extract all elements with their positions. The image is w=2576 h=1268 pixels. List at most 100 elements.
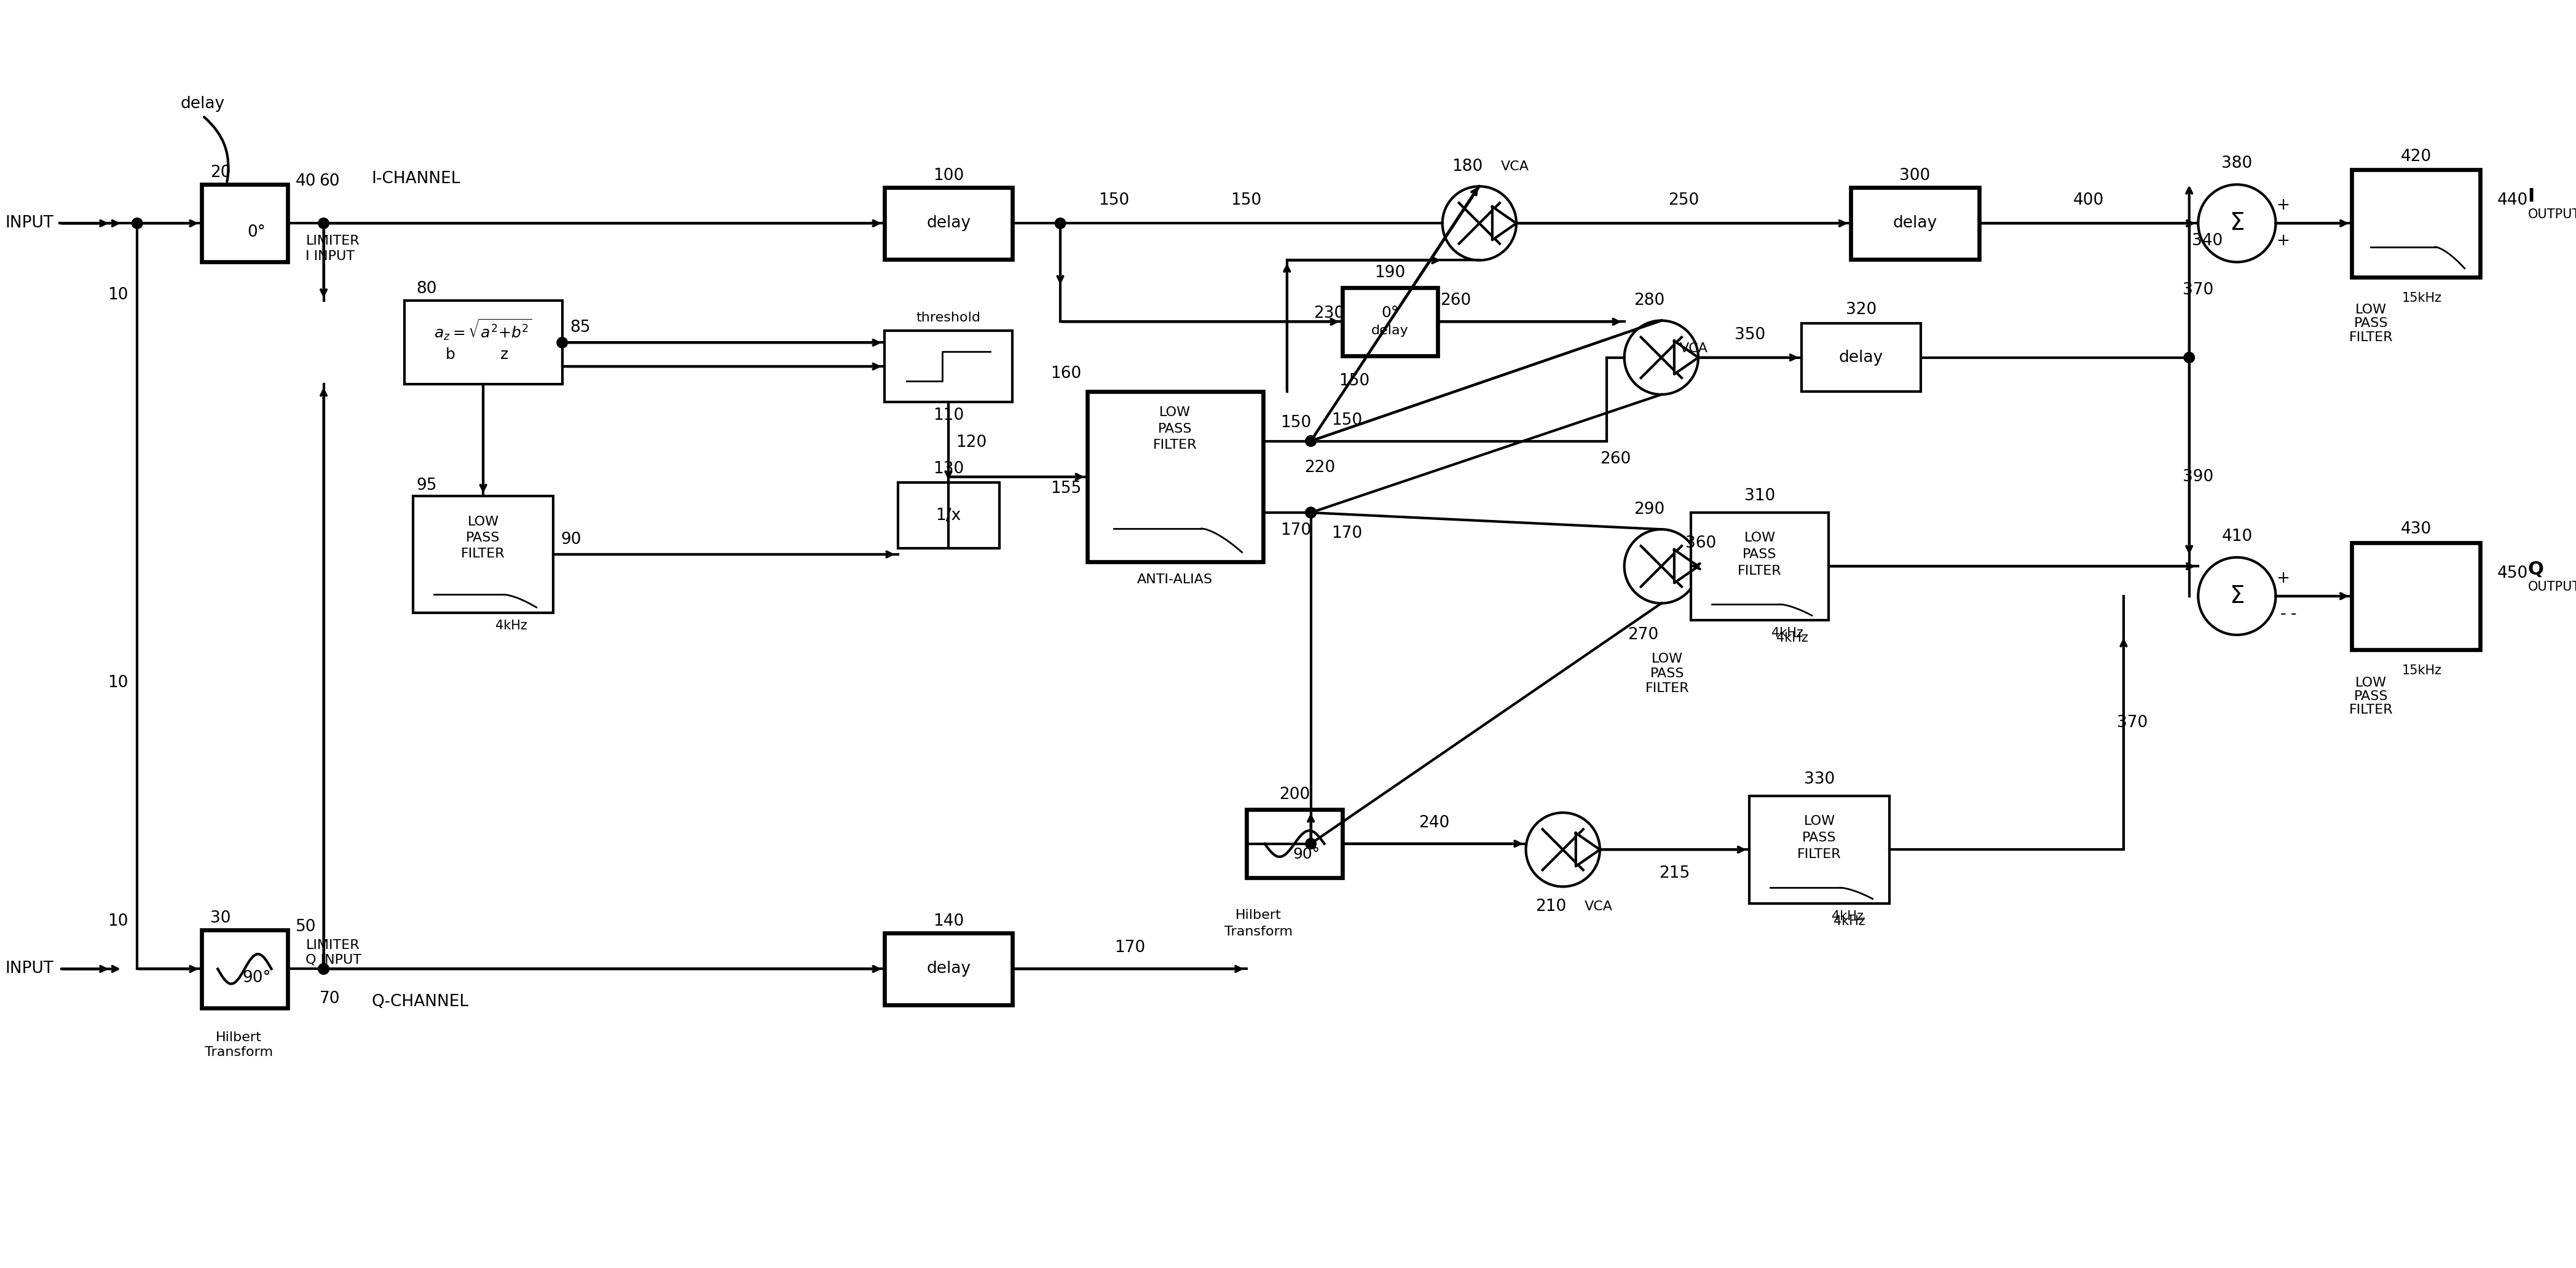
Text: 4kHz: 4kHz bbox=[1832, 910, 1862, 923]
Text: 350: 350 bbox=[1734, 327, 1765, 342]
Polygon shape bbox=[1577, 833, 1600, 866]
Text: 150: 150 bbox=[1280, 415, 1311, 431]
Text: +: + bbox=[2277, 198, 2290, 213]
Text: -: - bbox=[2280, 606, 2285, 623]
Text: 80: 80 bbox=[417, 281, 438, 297]
Text: 10: 10 bbox=[108, 675, 129, 691]
Text: 190: 190 bbox=[1376, 265, 1406, 280]
Text: 440: 440 bbox=[2496, 193, 2527, 209]
Text: b: b bbox=[446, 347, 456, 361]
Text: 430: 430 bbox=[2401, 521, 2432, 538]
Polygon shape bbox=[1674, 549, 1698, 583]
Text: Hilbert: Hilbert bbox=[1236, 909, 1283, 922]
Bar bbox=[201, 931, 289, 1008]
Text: PASS: PASS bbox=[2354, 690, 2388, 702]
Text: 130: 130 bbox=[933, 462, 963, 477]
Bar bbox=[1342, 288, 1437, 356]
Text: LOW: LOW bbox=[1159, 407, 1190, 418]
Text: FILTER: FILTER bbox=[1646, 682, 1690, 695]
Text: FILTER: FILTER bbox=[461, 548, 505, 560]
Circle shape bbox=[1306, 838, 1316, 850]
Text: 220: 220 bbox=[1303, 460, 1334, 476]
Text: Q INPUT: Q INPUT bbox=[307, 954, 361, 966]
Text: 10: 10 bbox=[108, 287, 129, 303]
Bar bbox=[2352, 543, 2481, 649]
Text: PASS: PASS bbox=[1651, 667, 1685, 680]
Text: ANTI-ALIAS: ANTI-ALIAS bbox=[1136, 573, 1213, 586]
Circle shape bbox=[2197, 558, 2275, 635]
Text: FILTER: FILTER bbox=[2349, 704, 2393, 716]
Circle shape bbox=[1306, 436, 1316, 446]
Text: 150: 150 bbox=[1231, 193, 1262, 209]
Text: VCA: VCA bbox=[1680, 342, 1708, 355]
Text: delay: delay bbox=[180, 96, 224, 112]
Text: 4kHz: 4kHz bbox=[1834, 915, 1865, 927]
Text: 100: 100 bbox=[933, 167, 963, 184]
Bar bbox=[2352, 170, 2481, 276]
Circle shape bbox=[1443, 186, 1517, 260]
Polygon shape bbox=[1492, 207, 1517, 240]
Text: PASS: PASS bbox=[1744, 548, 1777, 560]
Text: 250: 250 bbox=[1669, 193, 1700, 209]
Text: 170: 170 bbox=[1332, 525, 1363, 541]
Text: delay: delay bbox=[1839, 350, 1883, 365]
Text: 95: 95 bbox=[417, 478, 438, 493]
Text: 15kHz: 15kHz bbox=[2401, 664, 2442, 677]
Text: +: + bbox=[2277, 233, 2290, 250]
Text: 170: 170 bbox=[1280, 522, 1311, 539]
Text: LOW: LOW bbox=[2354, 676, 2388, 689]
Text: LOW: LOW bbox=[1744, 531, 1775, 544]
Text: 370: 370 bbox=[2117, 715, 2148, 730]
Text: Q: Q bbox=[2527, 560, 2543, 578]
Text: 260: 260 bbox=[1600, 451, 1631, 467]
Text: 180: 180 bbox=[1453, 158, 1484, 175]
Text: 320: 320 bbox=[1844, 302, 1875, 318]
Text: delay: delay bbox=[1370, 325, 1409, 337]
Bar bbox=[1850, 188, 1978, 259]
Text: 150: 150 bbox=[1097, 193, 1128, 209]
Text: 150: 150 bbox=[1332, 412, 1363, 429]
Text: 370: 370 bbox=[2182, 283, 2213, 298]
Text: 15kHz: 15kHz bbox=[2401, 292, 2442, 304]
Text: 215: 215 bbox=[1659, 866, 1690, 881]
Text: 210: 210 bbox=[1535, 898, 1566, 914]
Text: 10: 10 bbox=[108, 913, 129, 929]
Text: 330: 330 bbox=[1803, 771, 1834, 787]
Text: Σ: Σ bbox=[2228, 212, 2244, 235]
Text: 410: 410 bbox=[2221, 529, 2251, 544]
Text: 4kHz: 4kHz bbox=[1777, 631, 1808, 644]
Bar bbox=[884, 933, 1012, 1004]
Text: Transform: Transform bbox=[204, 1046, 273, 1059]
Text: FILTER: FILTER bbox=[1154, 439, 1198, 451]
Text: 85: 85 bbox=[569, 320, 590, 336]
Text: 290: 290 bbox=[1633, 502, 1664, 517]
Text: 90: 90 bbox=[562, 531, 582, 548]
Text: 400: 400 bbox=[2074, 193, 2105, 209]
Circle shape bbox=[2197, 185, 2275, 262]
Text: 110: 110 bbox=[933, 407, 963, 424]
Text: 420: 420 bbox=[2401, 148, 2432, 165]
Text: Σ: Σ bbox=[2228, 585, 2244, 607]
Text: z: z bbox=[500, 347, 507, 361]
Text: 150: 150 bbox=[1340, 373, 1370, 389]
Circle shape bbox=[319, 964, 330, 974]
Bar bbox=[1087, 392, 1262, 562]
Bar bbox=[884, 331, 1012, 402]
Text: 450: 450 bbox=[2496, 566, 2527, 582]
Bar bbox=[201, 185, 289, 262]
Text: INPUT: INPUT bbox=[5, 961, 54, 976]
Text: $a_z{=}\sqrt{a^2{+}b^2}$: $a_z{=}\sqrt{a^2{+}b^2}$ bbox=[435, 317, 533, 341]
Text: FILTER: FILTER bbox=[1739, 566, 1783, 577]
Text: 270: 270 bbox=[1628, 626, 1659, 643]
Circle shape bbox=[1625, 321, 1698, 394]
Text: 390: 390 bbox=[2182, 469, 2213, 484]
Text: Transform: Transform bbox=[1224, 926, 1293, 938]
Circle shape bbox=[319, 218, 330, 228]
Bar bbox=[404, 301, 562, 384]
Text: delay: delay bbox=[927, 961, 971, 976]
Text: Q-CHANNEL: Q-CHANNEL bbox=[371, 994, 469, 1009]
Circle shape bbox=[1306, 507, 1316, 519]
Circle shape bbox=[319, 964, 330, 974]
Text: 40: 40 bbox=[296, 174, 317, 189]
Text: LOW: LOW bbox=[2354, 303, 2388, 316]
